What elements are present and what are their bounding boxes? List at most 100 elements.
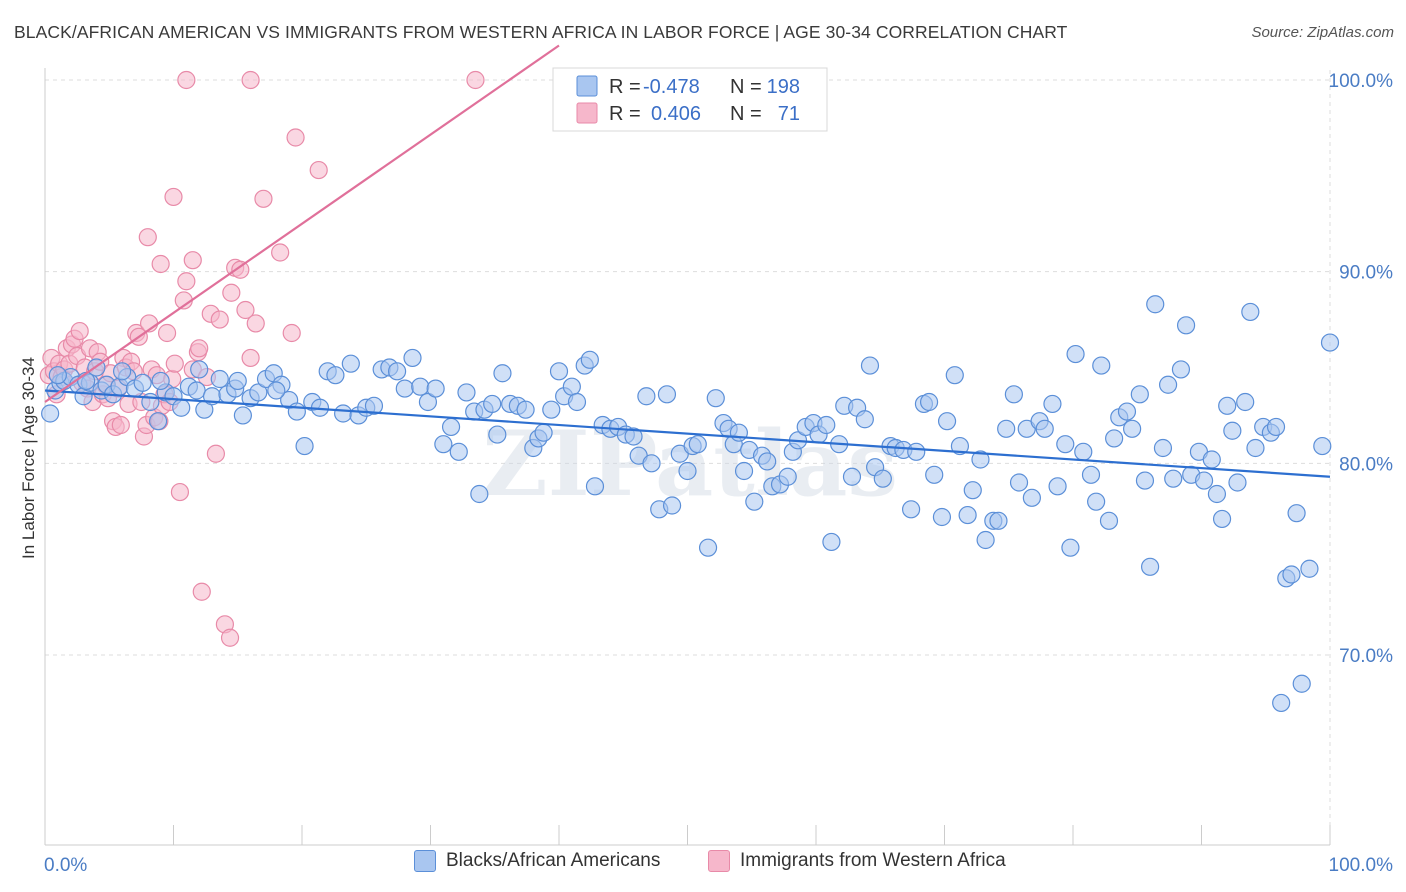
blue-point bbox=[434, 435, 453, 454]
pink-point bbox=[271, 243, 290, 262]
legend-item-western-africa: Immigrants from Western Africa bbox=[708, 850, 1006, 872]
blue-point bbox=[112, 362, 132, 381]
blue-point bbox=[48, 366, 67, 385]
x-tick-label-max: 100.0% bbox=[1329, 855, 1394, 876]
y-tick-label: 70.0% bbox=[1339, 646, 1393, 667]
stats-r-value-blue: -0.478 bbox=[643, 76, 700, 98]
blue-point bbox=[1171, 360, 1191, 379]
chart-title: BLACK/AFRICAN AMERICAN VS IMMIGRANTS FRO… bbox=[14, 22, 1068, 42]
pink-point bbox=[151, 254, 170, 274]
blue-point bbox=[1146, 295, 1165, 314]
blue-point bbox=[873, 469, 892, 488]
blue-point bbox=[1158, 375, 1178, 394]
x-tick-labels: 0.0% 100.0% bbox=[44, 855, 1393, 876]
pink-point bbox=[210, 310, 229, 329]
blue-point bbox=[249, 383, 268, 402]
blue-point bbox=[976, 530, 995, 550]
pink-point bbox=[111, 415, 130, 435]
blue-point bbox=[1022, 488, 1041, 507]
blue-point bbox=[1153, 438, 1173, 458]
stats-legend-box: R = -0.478 N = 198 R = 0.406 N = 71 bbox=[552, 67, 828, 132]
stats-r-value-pink: 0.406 bbox=[651, 103, 701, 125]
stats-n-label-pink: N = bbox=[730, 103, 762, 125]
blue-point bbox=[426, 379, 445, 398]
blue-point bbox=[1287, 504, 1306, 523]
blue-point bbox=[172, 398, 191, 417]
trendlines bbox=[44, 44, 1331, 478]
blue-point bbox=[901, 500, 921, 519]
stats-r-label-pink: R = bbox=[609, 103, 641, 125]
blue-point bbox=[1135, 471, 1155, 490]
pink-point bbox=[282, 323, 301, 343]
y-tick-label: 100.0% bbox=[1329, 71, 1394, 92]
blue-point bbox=[267, 381, 286, 400]
blue-point bbox=[1246, 438, 1265, 458]
pink-point bbox=[220, 628, 240, 647]
blue-point bbox=[1241, 302, 1260, 322]
blue-point bbox=[457, 383, 476, 402]
blue-point bbox=[1074, 442, 1093, 461]
blue-point bbox=[341, 354, 360, 373]
blue-point bbox=[1081, 465, 1101, 484]
blue-point bbox=[1164, 469, 1183, 488]
blue-point bbox=[549, 362, 569, 381]
blue-point bbox=[997, 419, 1016, 438]
pink-point bbox=[177, 70, 196, 90]
blue-point bbox=[441, 417, 461, 437]
stats-r-label-blue: R = bbox=[609, 76, 641, 98]
y-tick-label: 80.0% bbox=[1339, 454, 1393, 475]
blue-point bbox=[919, 392, 939, 412]
source-credit: Source: ZipAtlas.com bbox=[1251, 24, 1394, 41]
blue-point bbox=[1056, 435, 1075, 454]
pink-point bbox=[236, 300, 255, 320]
blue-point bbox=[77, 371, 96, 391]
stats-n-value-blue: 198 bbox=[767, 76, 800, 98]
pink-point bbox=[165, 354, 184, 373]
axes bbox=[44, 68, 1331, 846]
blue-point bbox=[483, 394, 502, 414]
blue-point bbox=[326, 366, 345, 385]
blue-point bbox=[1117, 402, 1137, 421]
blue-point bbox=[778, 467, 797, 486]
blue-point bbox=[662, 496, 682, 515]
stats-n-label-blue: N = bbox=[730, 76, 762, 98]
legend-swatch-pink bbox=[708, 850, 730, 872]
pink-point bbox=[222, 283, 241, 302]
blue-point bbox=[989, 511, 1008, 530]
blue-point bbox=[963, 481, 982, 500]
blue-point bbox=[1176, 316, 1196, 335]
pink-point bbox=[231, 260, 250, 279]
blue-point bbox=[937, 412, 957, 431]
blue-point bbox=[395, 379, 414, 398]
pink-point bbox=[157, 323, 177, 343]
blue-point bbox=[1105, 429, 1124, 448]
blue-point bbox=[1092, 356, 1111, 375]
blue-point bbox=[855, 410, 874, 429]
x-tick-label-min: 0.0% bbox=[44, 855, 87, 876]
blue-point bbox=[1223, 421, 1242, 440]
blue-point bbox=[534, 423, 553, 442]
blue-point bbox=[706, 389, 725, 408]
blue-point bbox=[233, 406, 252, 425]
blue-point bbox=[1130, 385, 1149, 404]
blue-point bbox=[642, 454, 661, 473]
blue-point bbox=[1218, 396, 1237, 415]
pink-point bbox=[246, 314, 265, 333]
blue-point bbox=[151, 371, 170, 391]
blue-point bbox=[822, 532, 841, 552]
pink-point bbox=[241, 70, 260, 90]
pink-point bbox=[164, 187, 183, 207]
blue-point bbox=[958, 505, 977, 525]
blue-point bbox=[1043, 394, 1062, 414]
blue-point bbox=[907, 442, 926, 461]
stats-swatch-blue bbox=[576, 75, 598, 97]
blue-point bbox=[567, 392, 587, 412]
blue-point bbox=[758, 452, 777, 471]
blue-point bbox=[1087, 492, 1106, 511]
blue-point bbox=[287, 402, 306, 421]
blue-point bbox=[932, 507, 952, 527]
pink-point bbox=[170, 482, 190, 502]
blue-point bbox=[1066, 344, 1085, 364]
blue-point bbox=[449, 442, 468, 461]
